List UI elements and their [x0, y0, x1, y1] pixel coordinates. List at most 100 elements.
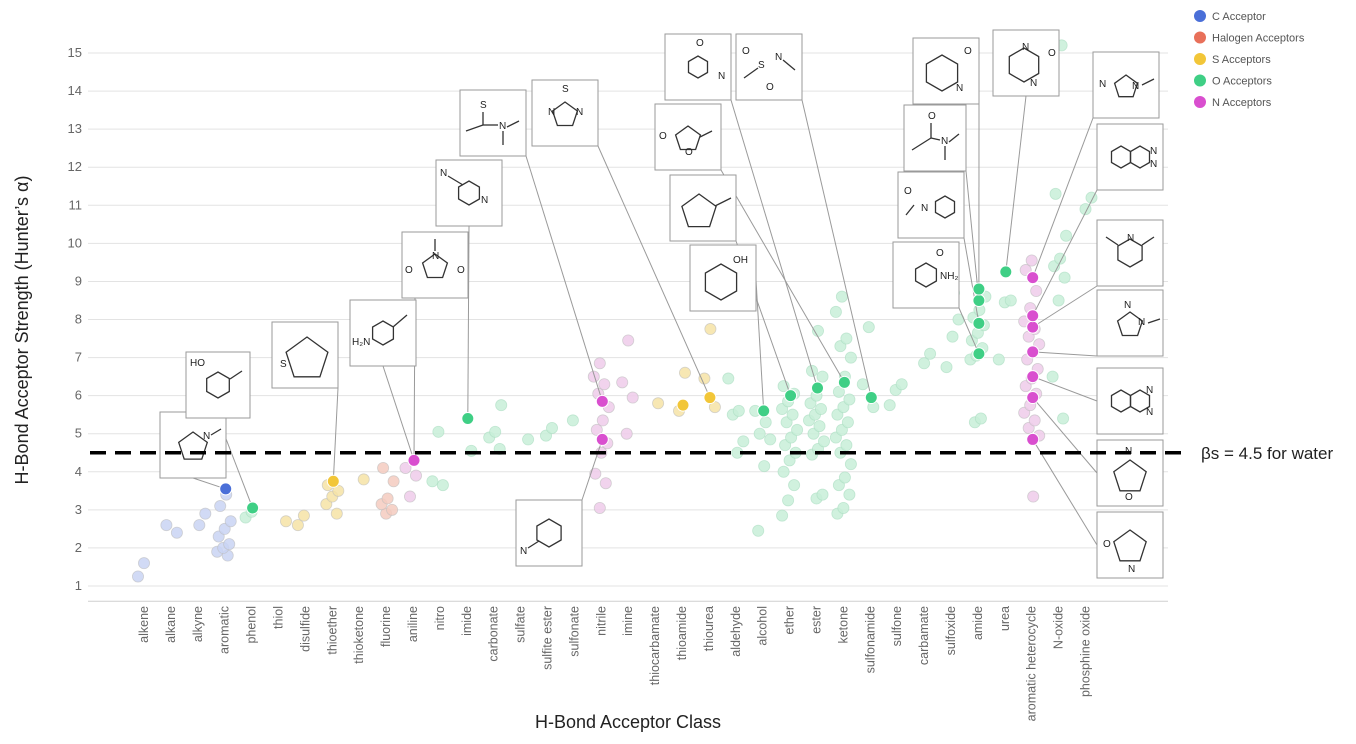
data-point: [764, 433, 777, 446]
data-point: [593, 357, 606, 370]
succinimide-structure: O O N: [401, 231, 469, 299]
leader-line: [467, 225, 470, 419]
x-tick-label: nitrile: [594, 606, 608, 636]
data-point: [622, 334, 635, 347]
data-point: [1060, 229, 1073, 242]
structure-frame: [271, 321, 339, 389]
highlighted-point: [1026, 309, 1040, 323]
atom-label: N: [499, 121, 506, 132]
atom-label: S: [758, 60, 765, 71]
highlighted-points: [219, 265, 1040, 515]
cyclohexanol-structure: OH: [689, 244, 757, 312]
highlighted-point: [757, 404, 771, 418]
y-tick-label: 3: [75, 502, 82, 517]
data-point: [791, 423, 804, 436]
data-point: [838, 471, 851, 484]
ring: [536, 518, 562, 548]
x-tick-label: phosphine oxide: [1079, 606, 1093, 697]
y-tick-label: 13: [68, 121, 82, 136]
atom-label: H₂N: [352, 337, 370, 348]
atom-label: S: [280, 359, 287, 370]
x-tick-label: urea: [998, 606, 1012, 631]
atom-label: N: [941, 136, 948, 147]
data-point: [844, 458, 857, 471]
atom-label: S: [562, 84, 569, 95]
leader-line: [581, 439, 603, 501]
leader-line: [525, 155, 603, 402]
data-point: [722, 372, 735, 385]
bond: [210, 428, 222, 436]
data-point: [813, 420, 826, 433]
benzoylpyridine-structure: ON: [664, 33, 732, 101]
y-tick-label: 14: [68, 83, 82, 98]
data-point: [357, 473, 370, 486]
bond: [527, 540, 540, 549]
bond: [699, 130, 713, 138]
structure-frame: [669, 174, 737, 242]
atom-label: N: [1150, 159, 1157, 170]
data-point: [297, 509, 310, 522]
data-point: [698, 372, 711, 385]
data-point: [626, 391, 639, 404]
data-point: [753, 427, 766, 440]
atom-label: N: [775, 52, 782, 63]
data-point: [465, 444, 478, 457]
highlighted-point: [326, 474, 340, 488]
leader-line: [720, 169, 845, 383]
atom-label: HO: [190, 358, 205, 369]
bond: [506, 120, 520, 128]
thiolane-structure: S: [271, 321, 339, 389]
bond: [782, 59, 796, 71]
data-point: [844, 351, 857, 364]
y-tick-label: 4: [75, 464, 82, 479]
data-point: [704, 323, 717, 336]
atom-label: N: [956, 83, 963, 94]
leader-line: [965, 170, 980, 301]
bond: [1141, 78, 1155, 86]
data-point: [387, 475, 400, 488]
x-axis-ticks: alkene alkane alkyne aromatic phenol thiol dis…: [137, 606, 1093, 721]
data-point: [1028, 414, 1041, 427]
data-point: [1058, 271, 1071, 284]
highlighted-point: [703, 391, 717, 405]
data-point: [193, 519, 206, 532]
y-tick-label: 5: [75, 426, 82, 441]
data-point: [652, 397, 665, 410]
x-tick-label: aniline: [406, 606, 420, 642]
atom-label: S: [480, 100, 487, 111]
data-point: [593, 501, 606, 514]
x-tick-label: ether: [783, 606, 797, 635]
atom-label: O: [685, 147, 693, 158]
bond: [1147, 318, 1161, 324]
x-tick-label: thiourea: [702, 606, 716, 651]
highlighted-point: [864, 391, 878, 405]
ring: [704, 263, 738, 301]
data-point: [589, 467, 602, 480]
atom-label: O: [964, 46, 972, 57]
bond: [905, 204, 915, 216]
x-tick-label: imide: [460, 606, 474, 636]
data-point: [137, 557, 150, 570]
structure-frame: [654, 103, 722, 171]
y-tick-label: 11: [69, 197, 83, 212]
highlighted-point: [407, 453, 421, 467]
data-point: [816, 370, 829, 383]
x-tick-label: aromatic heterocycle: [1025, 606, 1039, 721]
data-point: [992, 353, 1005, 366]
bond: [229, 370, 243, 380]
data-point: [199, 507, 212, 520]
data-point: [832, 385, 845, 398]
data-point: [837, 501, 850, 514]
highlighted-point: [837, 375, 851, 389]
atom-label: O: [405, 265, 413, 276]
data-point: [946, 330, 959, 343]
leader-line: [597, 145, 711, 398]
data-point: [495, 399, 508, 412]
data-point: [620, 427, 633, 440]
leader-line: [1005, 95, 1027, 272]
data-point: [377, 461, 390, 474]
data-point: [399, 461, 412, 474]
leader-line: [1032, 285, 1098, 328]
atom-label: N: [718, 71, 725, 82]
